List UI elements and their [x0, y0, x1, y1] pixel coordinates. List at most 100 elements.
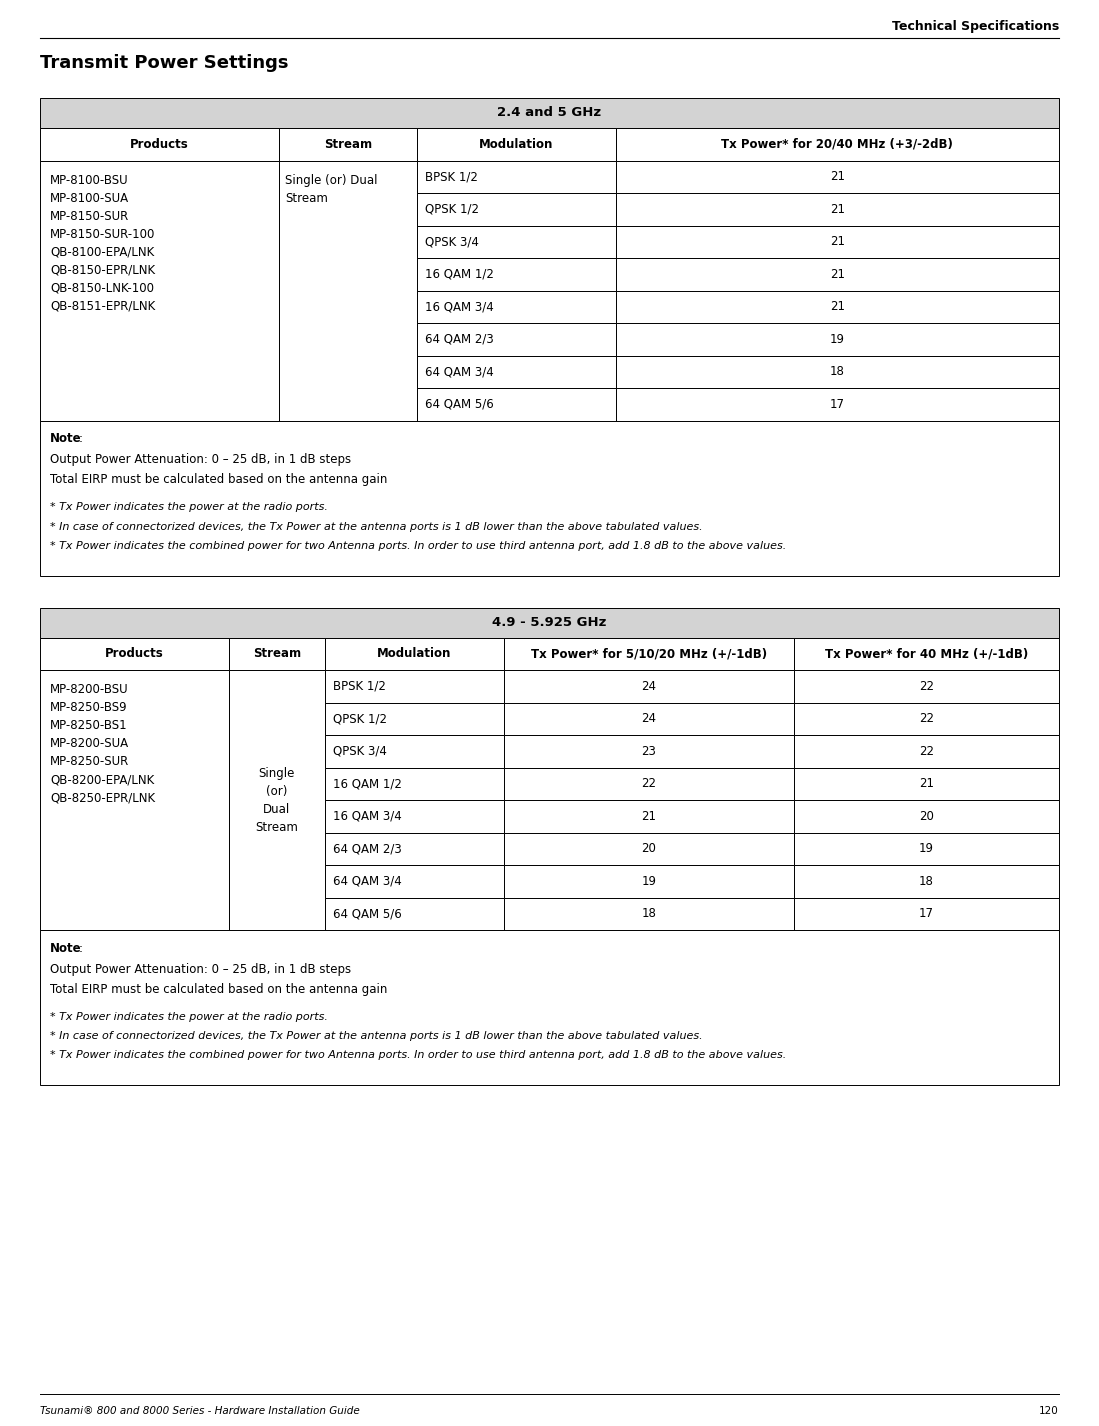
Bar	[40, 607, 1059, 637]
Bar	[503, 767, 795, 800]
Text: QPSK 3/4: QPSK 3/4	[333, 744, 387, 757]
Text: * Tx Power indicates the combined power for two Antenna ports. In order to use t: * Tx Power indicates the combined power …	[49, 540, 786, 550]
Text: 16 QAM 3/4: 16 QAM 3/4	[425, 301, 493, 314]
Bar	[40, 128, 279, 161]
Text: 64 QAM 2/3: 64 QAM 2/3	[425, 332, 493, 345]
Bar	[503, 703, 795, 734]
Bar	[40, 161, 279, 421]
Text: 17: 17	[919, 907, 934, 920]
Bar	[417, 193, 615, 225]
Text: Tx Power* for 40 MHz (+/-1dB): Tx Power* for 40 MHz (+/-1dB)	[825, 647, 1029, 660]
Bar	[325, 833, 503, 866]
Text: 18: 18	[919, 874, 934, 888]
Text: Technical Specifications: Technical Specifications	[891, 20, 1059, 33]
Text: QPSK 1/2: QPSK 1/2	[333, 712, 387, 726]
Bar	[229, 670, 325, 930]
Text: Tx Power* for 5/10/20 MHz (+/-1dB): Tx Power* for 5/10/20 MHz (+/-1dB)	[531, 647, 767, 660]
Bar	[325, 734, 503, 767]
Text: 18: 18	[642, 907, 656, 920]
Bar	[503, 866, 795, 897]
Text: Output Power Attenuation: 0 – 25 dB, in 1 dB steps: Output Power Attenuation: 0 – 25 dB, in …	[49, 453, 351, 466]
Bar	[503, 897, 795, 930]
Bar	[417, 128, 615, 161]
Bar	[417, 324, 615, 355]
Text: :: :	[78, 943, 82, 955]
Text: :: :	[78, 432, 82, 445]
Text: 23: 23	[642, 744, 656, 757]
Text: Products: Products	[131, 138, 189, 151]
Bar	[615, 161, 1059, 193]
Bar	[503, 670, 795, 703]
Text: MP-8100-BSU
MP-8100-SUA
MP-8150-SUR
MP-8150-SUR-100
QB-8100-EPA/LNK
QB-8150-EPR/: MP-8100-BSU MP-8100-SUA MP-8150-SUR MP-8…	[49, 174, 155, 312]
Bar	[40, 670, 229, 930]
Bar	[795, 734, 1059, 767]
Text: 21: 21	[642, 810, 656, 823]
Bar	[417, 161, 615, 193]
Text: * Tx Power indicates the power at the radio ports.: * Tx Power indicates the power at the ra…	[49, 502, 328, 512]
Text: 16 QAM 3/4: 16 QAM 3/4	[333, 810, 402, 823]
Bar	[325, 800, 503, 833]
Text: 21: 21	[830, 235, 845, 248]
Text: QPSK 3/4: QPSK 3/4	[425, 235, 479, 248]
Text: 22: 22	[642, 777, 656, 790]
Bar	[40, 421, 1059, 576]
Text: MP-8200-BSU
MP-8250-BS9
MP-8250-BS1
MP-8200-SUA
MP-8250-SUR
QB-8200-EPA/LNK
QB-8: MP-8200-BSU MP-8250-BS9 MP-8250-BS1 MP-8…	[49, 683, 155, 804]
Text: BPSK 1/2: BPSK 1/2	[333, 680, 386, 693]
Bar	[615, 193, 1059, 225]
Bar	[417, 225, 615, 258]
Text: Total EIRP must be calculated based on the antenna gain: Total EIRP must be calculated based on t…	[49, 983, 387, 995]
Text: Single (or) Dual
Stream: Single (or) Dual Stream	[286, 174, 378, 204]
Text: 64 QAM 3/4: 64 QAM 3/4	[425, 365, 493, 378]
Text: Products: Products	[104, 647, 164, 660]
Bar	[795, 767, 1059, 800]
Bar	[615, 388, 1059, 421]
Text: Transmit Power Settings: Transmit Power Settings	[40, 54, 289, 71]
Text: Modulation: Modulation	[479, 138, 554, 151]
Bar	[279, 161, 417, 421]
Text: Single
(or)
Dual
Stream: Single (or) Dual Stream	[255, 767, 298, 834]
Text: 120: 120	[1040, 1406, 1059, 1416]
Bar	[615, 225, 1059, 258]
Bar	[615, 258, 1059, 291]
Bar	[325, 703, 503, 734]
Text: QPSK 1/2: QPSK 1/2	[425, 202, 479, 215]
Text: 17: 17	[830, 398, 845, 411]
Bar	[795, 637, 1059, 670]
Bar	[615, 128, 1059, 161]
Text: Modulation: Modulation	[377, 647, 452, 660]
Bar	[503, 734, 795, 767]
Text: Tx Power* for 20/40 MHz (+3/-2dB): Tx Power* for 20/40 MHz (+3/-2dB)	[721, 138, 953, 151]
Bar	[325, 767, 503, 800]
Bar	[615, 291, 1059, 324]
Bar	[615, 324, 1059, 355]
Text: 19: 19	[642, 874, 656, 888]
Text: 24: 24	[642, 680, 656, 693]
Text: 64 QAM 3/4: 64 QAM 3/4	[333, 874, 402, 888]
Text: 64 QAM 5/6: 64 QAM 5/6	[425, 398, 493, 411]
Text: 18: 18	[830, 365, 845, 378]
Bar	[795, 866, 1059, 897]
Text: BPSK 1/2: BPSK 1/2	[425, 170, 478, 184]
Bar	[325, 866, 503, 897]
Text: 21: 21	[919, 777, 934, 790]
Text: Tsunami® 800 and 8000 Series - Hardware Installation Guide: Tsunami® 800 and 8000 Series - Hardware …	[40, 1406, 359, 1416]
Text: Total EIRP must be calculated based on the antenna gain: Total EIRP must be calculated based on t…	[49, 473, 387, 486]
Bar	[325, 670, 503, 703]
Bar	[795, 833, 1059, 866]
Bar	[795, 897, 1059, 930]
Text: Note: Note	[49, 943, 81, 955]
Bar	[795, 703, 1059, 734]
Text: 24: 24	[642, 712, 656, 726]
Bar	[503, 800, 795, 833]
Text: * In case of connectorized devices, the Tx Power at the antenna ports is 1 dB lo: * In case of connectorized devices, the …	[49, 522, 702, 532]
Text: 20: 20	[919, 810, 934, 823]
Text: 19: 19	[919, 843, 934, 856]
Text: 22: 22	[919, 744, 934, 757]
Text: 4.9 - 5.925 GHz: 4.9 - 5.925 GHz	[492, 616, 607, 629]
Text: 22: 22	[919, 712, 934, 726]
Bar	[615, 355, 1059, 388]
Bar	[325, 897, 503, 930]
Text: 2.4 and 5 GHz: 2.4 and 5 GHz	[498, 107, 601, 120]
Text: * Tx Power indicates the combined power for two Antenna ports. In order to use t: * Tx Power indicates the combined power …	[49, 1051, 786, 1061]
Text: 21: 21	[830, 202, 845, 215]
